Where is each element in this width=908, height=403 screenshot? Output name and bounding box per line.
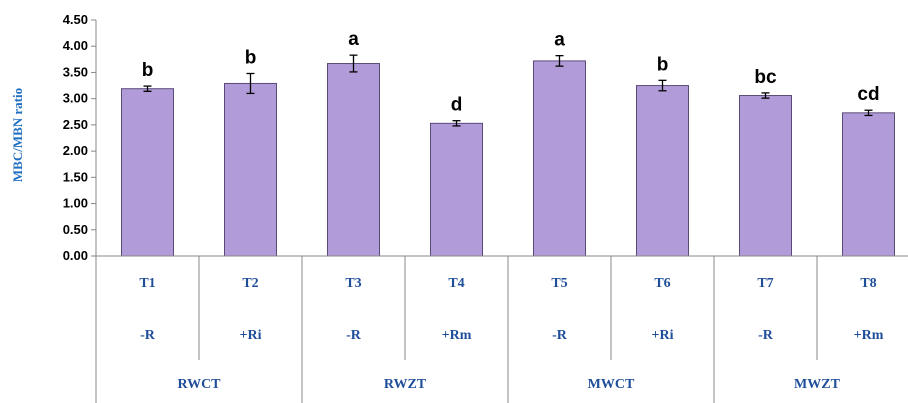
y-tick-label: 2.50 (63, 117, 88, 132)
category-label: T1 (139, 276, 155, 291)
y-axis: 0.00 0.50 1.00 1.50 2.00 2.50 3.00 3.50 4.00 4.50 (63, 12, 97, 263)
significance-label: b (142, 60, 154, 81)
bar (327, 63, 380, 257)
significance-label: a (554, 30, 565, 51)
y-tick-label: 0.50 (63, 222, 88, 237)
bar (636, 85, 689, 257)
bar (224, 82, 277, 257)
significance-label: b (657, 54, 669, 75)
significance-label: d (451, 95, 463, 116)
category-label: T4 (448, 276, 464, 291)
bar (842, 112, 895, 257)
bar (739, 95, 792, 257)
bar (430, 122, 483, 257)
group-label: RWZT (384, 377, 427, 392)
group-label: RWCT (177, 377, 221, 392)
category-sublabel: +Rm (442, 328, 472, 343)
category-label: T6 (654, 276, 670, 291)
category-table: T1 -R T2 +Ri T3 -R T4 +Rm T5 -R T6 +Ri T7 -R T8 +Rm RWCT… (95, 255, 908, 403)
category-sublabel: -R (552, 328, 568, 343)
category-sublabel: -R (346, 328, 362, 343)
category-sublabel: -R (758, 328, 774, 343)
bar (533, 60, 586, 257)
bar (121, 88, 174, 257)
y-axis-label: MBC/MBN ratio (10, 88, 25, 182)
category-label: T7 (757, 276, 773, 291)
y-tick-label: 3.50 (63, 64, 88, 79)
y-tick-label: 4.50 (63, 12, 88, 27)
y-tick-label: 1.50 (63, 169, 88, 184)
category-label: T2 (242, 276, 258, 291)
category-sublabel: +Rm (854, 328, 884, 343)
y-tick-label: 3.00 (63, 91, 88, 106)
category-sublabel: +Ri (652, 328, 674, 343)
category-label: T5 (551, 276, 567, 291)
bars: b b a d a b bc cd (121, 29, 895, 257)
significance-label: a (348, 29, 359, 50)
category-label: T8 (860, 276, 876, 291)
significance-label: cd (857, 84, 879, 105)
group-label: MWCT (588, 377, 635, 392)
y-tick-label: 0.00 (63, 248, 88, 263)
category-sublabel: -R (140, 328, 156, 343)
category-sublabel: +Ri (240, 328, 262, 343)
category-label: T3 (345, 276, 361, 291)
significance-label: bc (754, 67, 777, 88)
y-tick-label: 4.00 (63, 38, 88, 53)
y-tick-label: 1.00 (63, 196, 88, 211)
y-tick-label: 2.00 (63, 143, 88, 158)
group-label: MWZT (794, 377, 841, 392)
significance-label: b (245, 47, 257, 68)
